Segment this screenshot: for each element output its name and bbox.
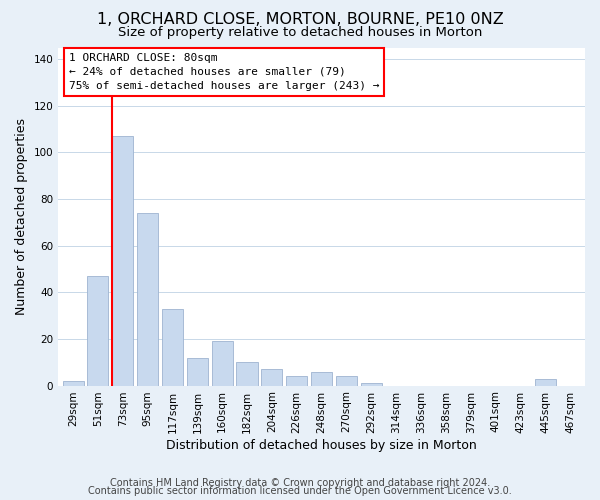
Bar [137, 213, 158, 386]
Bar [311, 372, 332, 386]
Bar [88, 276, 109, 386]
Text: Contains public sector information licensed under the Open Government Licence v3: Contains public sector information licen… [88, 486, 512, 496]
Bar [535, 378, 556, 386]
Bar [336, 376, 357, 386]
Text: Size of property relative to detached houses in Morton: Size of property relative to detached ho… [118, 26, 482, 39]
Text: Contains HM Land Registry data © Crown copyright and database right 2024.: Contains HM Land Registry data © Crown c… [110, 478, 490, 488]
Bar [212, 342, 233, 386]
Bar [286, 376, 307, 386]
Bar [162, 308, 183, 386]
X-axis label: Distribution of detached houses by size in Morton: Distribution of detached houses by size … [166, 440, 477, 452]
Text: 1, ORCHARD CLOSE, MORTON, BOURNE, PE10 0NZ: 1, ORCHARD CLOSE, MORTON, BOURNE, PE10 0… [97, 12, 503, 28]
Bar [62, 381, 83, 386]
Bar [361, 383, 382, 386]
Bar [187, 358, 208, 386]
Bar [262, 369, 283, 386]
Bar [112, 136, 133, 386]
Bar [236, 362, 257, 386]
Text: 1 ORCHARD CLOSE: 80sqm
← 24% of detached houses are smaller (79)
75% of semi-det: 1 ORCHARD CLOSE: 80sqm ← 24% of detached… [69, 52, 379, 90]
Y-axis label: Number of detached properties: Number of detached properties [15, 118, 28, 315]
